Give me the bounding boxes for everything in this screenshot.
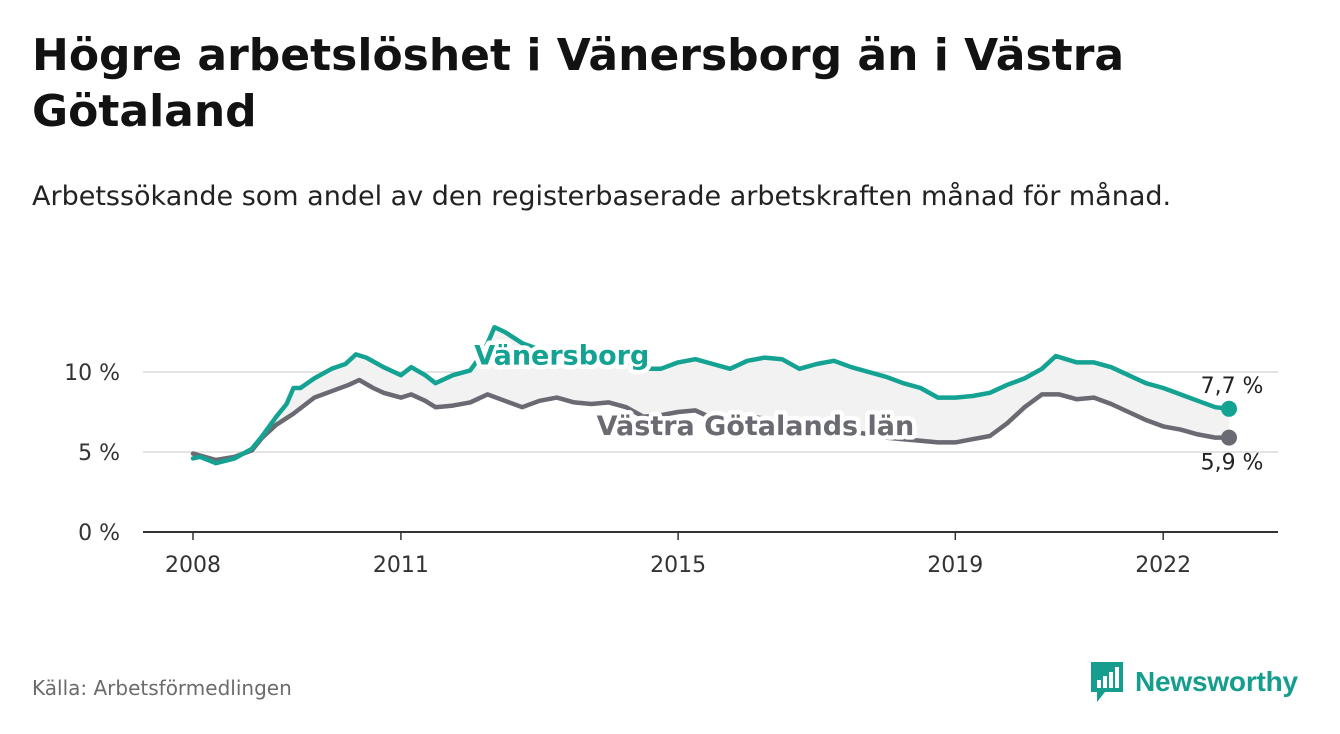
series-name-label: Västra Götalands län (597, 411, 915, 442)
end-value-label: 7,7 % (1201, 374, 1264, 399)
x-tick-label: 2008 (165, 553, 221, 578)
y-tick-label: 0 % (78, 521, 120, 546)
source-note: Källa: Arbetsförmedlingen (32, 676, 292, 700)
y-tick-label: 5 % (78, 441, 120, 466)
series-labels: 5,9 % 7,7 % Vänersborg Västra Götalands län (470, 336, 1264, 476)
end-point-marker (1221, 400, 1238, 417)
series-lines (190, 324, 1238, 466)
end-point-marker (1221, 429, 1238, 446)
x-tick-label: 2022 (1135, 553, 1191, 578)
brand-name: Newsworthy (1135, 666, 1298, 697)
series-line-vastra-gotaland (190, 377, 1232, 463)
y-axis: 0 % 5 % 10 % (64, 361, 120, 546)
chart-title: Högre arbetslöshet i Vänersborg än i Väs… (32, 30, 1125, 137)
series-line-vanersborg (190, 324, 1232, 466)
x-tick-label: 2015 (650, 553, 706, 578)
difference-band (193, 327, 1229, 464)
x-tick-label: 2019 (927, 553, 983, 578)
x-tick-label: 2011 (373, 553, 429, 578)
end-value-label: 5,9 % (1201, 451, 1264, 476)
chart-subtitle: Arbetssökande som andel av den registerb… (32, 181, 1172, 212)
x-axis: 2008 2011 2015 2019 2022 (143, 531, 1278, 578)
brand-logo: Newsworthy (1089, 660, 1298, 704)
newsworthy-logo-icon (1091, 662, 1123, 702)
y-tick-label: 10 % (64, 361, 120, 386)
series-name-label: Vänersborg (474, 340, 649, 371)
